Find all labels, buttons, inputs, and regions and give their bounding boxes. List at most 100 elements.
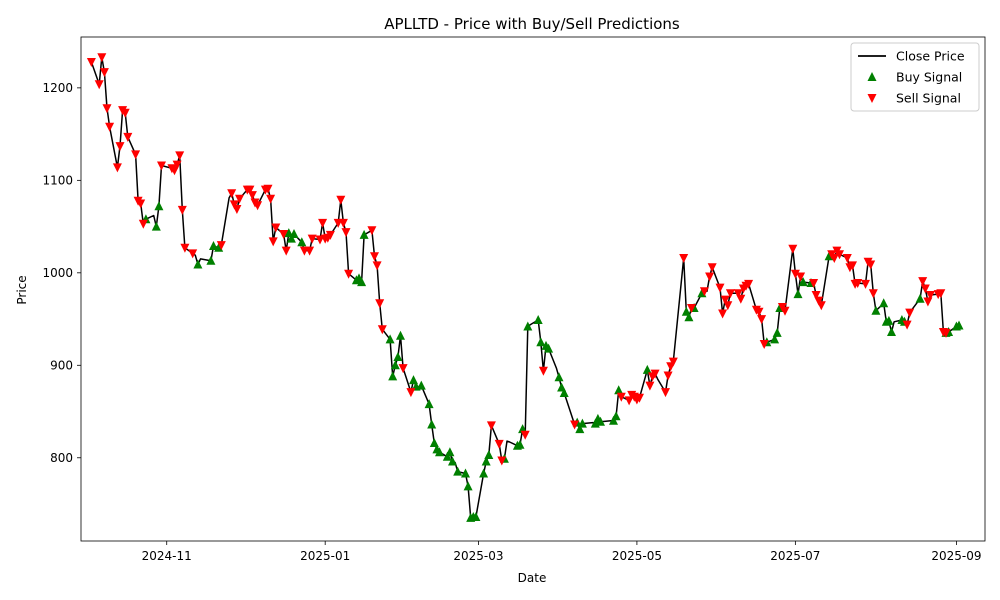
sell-signal-marker	[336, 195, 346, 205]
sell-signal-marker	[866, 260, 876, 270]
plot-area	[80, 36, 986, 542]
buy-signal-marker	[193, 259, 203, 269]
sell-signal-marker	[105, 122, 115, 132]
buy-signal-marker	[471, 512, 481, 521]
buy-signal-marker	[448, 456, 457, 466]
y-tick-label: 1100	[42, 173, 73, 187]
sell-signal-marker	[263, 184, 273, 194]
sell-signal-marker	[861, 279, 870, 289]
sell-signal-marker	[341, 228, 351, 238]
sell-signal-marker	[315, 235, 325, 245]
buy-signal-marker	[770, 334, 780, 344]
sell-signal-marker	[138, 219, 148, 229]
sell-signal-marker	[736, 294, 746, 304]
sell-signal-marker	[325, 230, 335, 240]
sell-signal-marker	[645, 381, 655, 391]
sell-signal-marker	[816, 301, 826, 311]
x-tick-label: 2025-05	[612, 549, 662, 563]
legend-buy-swatch	[867, 72, 877, 81]
buy-signal-marker	[915, 293, 925, 303]
sell-signal-marker	[902, 320, 912, 330]
y-axis: 800 900 1000 1100 1200	[42, 81, 81, 465]
buy-signal-marker	[609, 415, 618, 425]
legend-label: Sell Signal	[896, 91, 961, 106]
buy-signal-marker	[442, 451, 452, 461]
legend-label: Buy Signal	[896, 70, 962, 85]
buy-signal-marker	[533, 315, 543, 324]
sell-signal-marker	[247, 191, 257, 201]
buy-signal-marker	[554, 372, 564, 382]
sell-signal-marker	[538, 366, 548, 376]
buy-signal-marker	[544, 343, 554, 353]
sell-signal-marker	[733, 289, 743, 299]
x-tick-label: 2024-11	[142, 549, 192, 563]
sell-signal-marker	[679, 254, 689, 263]
buy-signal-marker	[416, 380, 426, 390]
sell-signal-marker	[99, 68, 109, 78]
buy-signal-marker	[559, 388, 569, 397]
buy-signal-marker	[575, 424, 585, 434]
legend: Close Price Buy Signal Sell Signal	[850, 42, 980, 112]
sell-signal-marker	[406, 388, 416, 398]
sell-signal-marker	[245, 185, 255, 195]
sell-signal-marker	[157, 161, 166, 171]
buy-signal-marker	[445, 447, 455, 457]
x-tick-label: 2025-03	[453, 549, 503, 563]
sell-signal-marker	[97, 53, 107, 63]
sell-signal-marker	[370, 252, 379, 262]
sell-signal-marker	[175, 151, 185, 161]
sell-signal-marker	[853, 279, 863, 288]
buy-signal-marker	[614, 385, 624, 395]
sell-signal-marker	[650, 369, 660, 379]
sell-signal-marker	[497, 456, 507, 466]
sell-signal-marker	[520, 430, 530, 440]
sell-signal-marker	[788, 244, 798, 254]
x-axis: 2024-11 2025-01 2025-03 2025-05 2025-07 2025-…	[142, 541, 981, 563]
sell-signal-marker	[705, 272, 715, 282]
buy-signal-marker	[429, 438, 439, 447]
y-tick-label: 1200	[42, 81, 73, 95]
sell-signal-marker	[305, 246, 315, 256]
buy-signal-marker	[435, 447, 444, 457]
sell-signal-marker	[796, 272, 806, 282]
sell-signal-marker	[115, 142, 125, 152]
sell-signal-marker	[757, 315, 767, 325]
sell-signal-marker	[835, 250, 844, 260]
sell-signal-marker	[172, 160, 182, 170]
sell-signal-marker	[725, 289, 735, 299]
sell-signal-marker	[180, 243, 190, 253]
sell-signal-marker	[925, 291, 935, 300]
buy-signal-marker	[393, 352, 403, 361]
sell-signal-marker	[253, 201, 263, 211]
buy-signal-marker	[286, 233, 296, 243]
sell-signal-marker	[790, 269, 800, 279]
sell-signal-marker	[136, 199, 146, 209]
x-tick-label: 2025-07	[770, 549, 820, 563]
sell-signal-marker	[616, 392, 626, 402]
buy-signal-marker	[297, 237, 307, 247]
sell-signal-marker	[905, 308, 915, 318]
buy-signal-marker	[642, 364, 652, 374]
sell-signal-marker	[920, 284, 930, 294]
sell-signal-marker	[94, 80, 104, 90]
sell-signal-marker	[718, 309, 728, 319]
buy-signal-marker	[884, 315, 894, 325]
sell-signal-marker	[102, 104, 112, 114]
buy-signal-marker	[879, 298, 889, 308]
buy-signal-marker	[871, 305, 881, 315]
x-tick-label: 2025-01	[300, 549, 350, 563]
buy-signal-marker	[209, 241, 218, 250]
buy-signal-marker	[396, 330, 405, 340]
buy-signal-marker	[461, 468, 470, 478]
buy-signal-marker	[577, 418, 587, 428]
sell-signal-marker	[744, 279, 754, 289]
sell-signal-marker	[687, 304, 696, 313]
buy-signal-marker	[388, 371, 398, 381]
y-tick-label: 1000	[42, 266, 73, 280]
buy-signal-marker	[481, 456, 491, 466]
sell-signal-marker	[635, 393, 644, 403]
x-axis-title: Date	[518, 571, 547, 585]
